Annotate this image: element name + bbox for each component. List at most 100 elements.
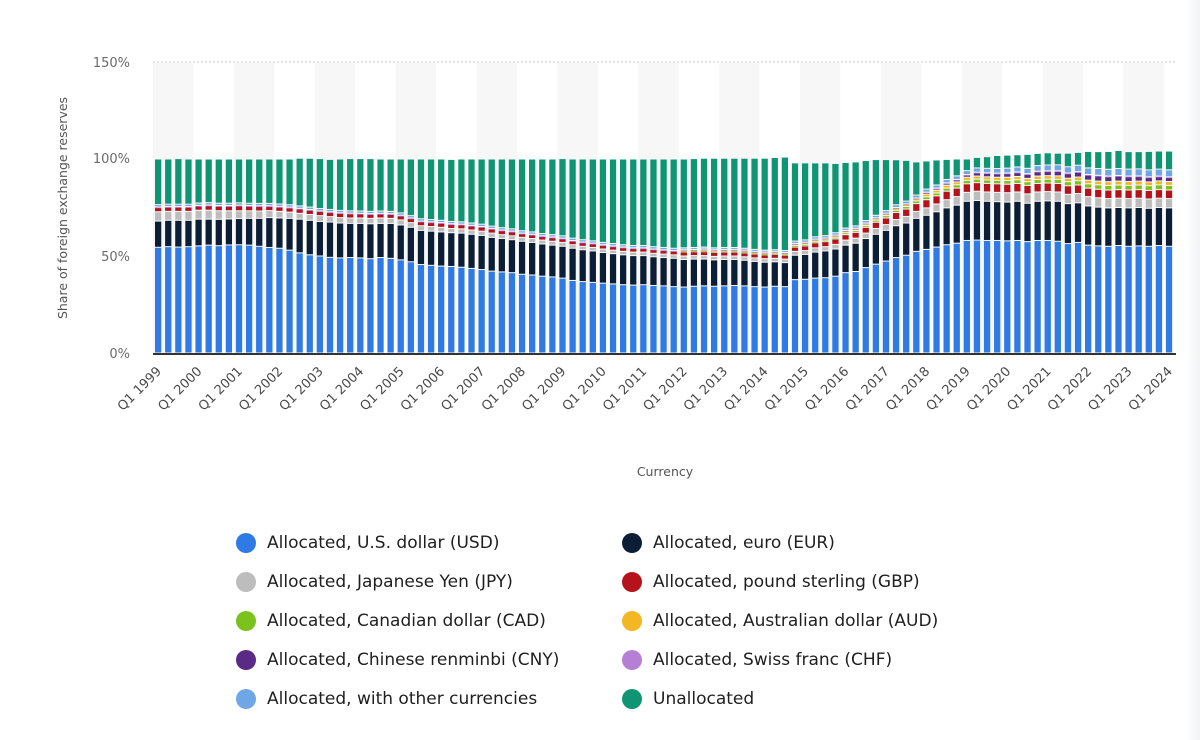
bar-stack[interactable] [1064,153,1072,353]
bar-segment[interactable] [1085,168,1092,175]
bar-segment[interactable] [1095,189,1102,198]
bar-segment[interactable] [1145,177,1152,179]
bar-segment[interactable] [973,176,981,179]
bar-segment[interactable] [801,279,809,353]
bar-segment[interactable] [1095,198,1102,207]
bar-segment[interactable] [529,275,536,353]
bar-stack[interactable] [549,159,556,353]
bar-segment[interactable] [892,208,900,209]
bar-segment[interactable] [438,232,445,266]
bar-segment[interactable] [620,247,627,251]
bar-segment[interactable] [690,259,698,286]
bar-stack[interactable] [670,159,677,353]
bar-segment[interactable] [1014,155,1021,167]
bar-segment[interactable] [1165,182,1173,185]
bar-segment[interactable] [397,213,404,215]
bar-segment[interactable] [518,231,526,233]
bar-segment[interactable] [498,159,505,228]
bar-segment[interactable] [903,209,910,216]
bar-segment[interactable] [812,240,819,241]
bar-segment[interactable] [357,213,364,215]
bar-segment[interactable] [963,171,970,175]
bar-segment[interactable] [994,174,1001,177]
bar-segment[interactable] [559,238,566,240]
bar-stack[interactable] [165,159,172,353]
bar-segment[interactable] [1044,192,1051,201]
bar-segment[interactable] [367,214,374,216]
bar-segment[interactable] [357,223,364,258]
bar-segment[interactable] [781,254,789,256]
legend-item[interactable]: Allocated, Canadian dollar (CAD) [236,606,622,635]
bar-segment[interactable] [296,253,303,353]
bar-segment[interactable] [812,237,819,239]
bar-segment[interactable] [1145,186,1152,190]
bar-segment[interactable] [377,214,384,218]
bar-segment[interactable] [680,252,687,256]
bar-segment[interactable] [529,239,536,242]
bar-segment[interactable] [923,215,930,249]
bar-stack[interactable] [913,162,920,353]
bar-segment[interactable] [1004,155,1011,168]
bar-stack[interactable] [983,157,991,353]
bar-segment[interactable] [670,258,677,287]
bar-stack[interactable] [1115,150,1122,353]
bar-segment[interactable] [448,221,455,224]
bar-stack[interactable] [498,159,505,353]
bar-stack[interactable] [296,158,303,353]
bar-segment[interactable] [994,202,1001,240]
bar-segment[interactable] [296,208,303,210]
bar-segment[interactable] [994,180,1001,184]
bar-segment[interactable] [983,192,991,201]
bar-segment[interactable] [326,212,334,214]
bar-segment[interactable] [933,204,940,212]
bar-segment[interactable] [448,266,455,353]
bar-segment[interactable] [559,159,566,236]
bar-stack[interactable] [933,160,940,353]
bar-segment[interactable] [882,230,890,261]
bar-segment[interactable] [478,231,485,235]
bar-segment[interactable] [630,252,637,256]
bar-segment[interactable] [983,168,991,173]
bar-segment[interactable] [751,287,758,353]
bar-segment[interactable] [1155,176,1163,181]
bar-segment[interactable] [650,159,657,247]
bar-segment[interactable] [983,201,991,240]
bar-segment[interactable] [215,211,222,219]
bar-segment[interactable] [700,286,708,353]
bar-segment[interactable] [175,159,182,204]
bar-segment[interactable] [1085,197,1092,206]
legend-item[interactable]: Allocated, with other currencies [236,684,622,713]
bar-segment[interactable] [488,229,495,233]
bar-segment[interactable] [1054,171,1061,173]
bar-stack[interactable] [781,157,789,353]
bar-segment[interactable] [397,225,404,260]
bar-segment[interactable] [953,180,960,182]
bar-segment[interactable] [1105,208,1112,246]
bar-segment[interactable] [943,183,950,185]
bar-segment[interactable] [842,228,849,230]
bar-segment[interactable] [771,286,778,353]
bar-segment[interactable] [1165,185,1173,190]
bar-stack[interactable] [377,159,384,353]
bar-segment[interactable] [407,218,414,223]
bar-segment[interactable] [660,250,667,252]
bar-segment[interactable] [1054,179,1061,183]
bar-segment[interactable] [1014,201,1021,240]
bar-segment[interactable] [336,159,344,210]
bar-segment[interactable] [235,159,243,203]
bar-segment[interactable] [336,210,344,213]
bar-segment[interactable] [225,206,233,207]
bar-segment[interactable] [488,233,495,237]
bar-segment[interactable] [903,204,910,206]
bar-segment[interactable] [1145,190,1152,199]
bar-stack[interactable] [650,159,657,353]
bar-segment[interactable] [1135,176,1142,178]
bar-segment[interactable] [1115,169,1122,175]
bar-segment[interactable] [215,206,222,211]
bar-stack[interactable] [225,159,233,353]
bar-segment[interactable] [771,157,778,250]
bar-segment[interactable] [225,219,233,245]
bar-segment[interactable] [812,278,819,353]
bar-segment[interactable] [589,244,596,247]
bar-segment[interactable] [1014,172,1021,176]
